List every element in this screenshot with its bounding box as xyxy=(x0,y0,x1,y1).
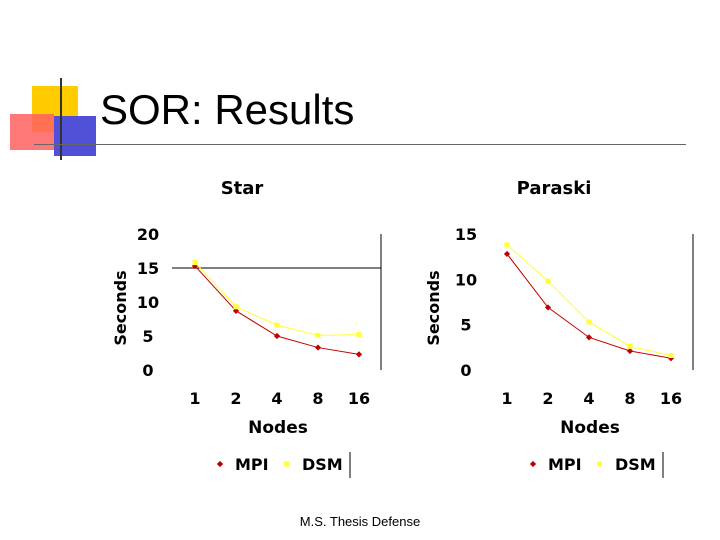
x-tick-label: 1 xyxy=(189,389,200,408)
x-tick-label: 4 xyxy=(583,389,594,408)
y-tick-label: 10 xyxy=(137,293,159,312)
y-tick-label: 5 xyxy=(142,327,153,346)
data-point-dsm xyxy=(192,260,198,266)
x-tick-label: 8 xyxy=(312,389,323,408)
data-point-dsm xyxy=(586,319,592,325)
x-tick-label: 4 xyxy=(271,389,282,408)
data-point-mpi xyxy=(273,332,281,340)
deco-horizontal-line xyxy=(34,144,686,145)
legend-marker-dsm xyxy=(597,461,602,467)
legend-marker-mpi xyxy=(216,460,224,468)
data-point-dsm xyxy=(627,343,633,349)
series-line-mpi xyxy=(506,253,672,359)
y-tick-label: 20 xyxy=(137,225,159,244)
slide-title: SOR: Results xyxy=(100,86,355,133)
y-tick-label: 5 xyxy=(460,316,471,335)
data-point-mpi xyxy=(314,344,322,351)
x-tick-label: 1 xyxy=(501,389,512,408)
series-line-mpi xyxy=(194,265,360,355)
legend-label-dsm: DSM xyxy=(615,455,656,474)
x-axis-label: Nodes xyxy=(248,418,308,438)
deco-vertical-line xyxy=(60,78,62,160)
chart-title: Star xyxy=(221,178,264,199)
y-tick-label: 10 xyxy=(455,270,477,289)
x-tick-label: 8 xyxy=(624,389,635,408)
data-point-mpi xyxy=(355,351,363,358)
slide-footer: M.S. Thesis Defense xyxy=(299,514,421,529)
x-tick-label: 16 xyxy=(348,389,370,408)
x-tick-label: 2 xyxy=(230,389,241,408)
x-tick-label: 16 xyxy=(660,389,682,408)
data-point-dsm xyxy=(233,304,239,310)
chart-paraski: Paraski 0 5 10 15 Seconds 1 2 4 8 16 Nodes MPI DSM xyxy=(424,178,694,478)
data-point-dsm xyxy=(668,352,674,358)
y-tick-label: 15 xyxy=(137,259,159,278)
data-point-dsm xyxy=(315,332,321,338)
data-point-mpi xyxy=(626,347,634,355)
x-tick-label: 2 xyxy=(542,389,553,408)
legend-marker-dsm xyxy=(284,461,289,467)
chart-star: Star 0 5 10 15 20 Seconds 1 2 4 8 16 Nodes MPI DSM xyxy=(111,178,382,478)
data-point-mpi xyxy=(585,334,593,341)
y-tick-label: 0 xyxy=(460,361,471,380)
y-tick-label: 15 xyxy=(455,225,477,244)
data-point-dsm xyxy=(356,332,362,338)
legend-label-mpi: MPI xyxy=(548,455,582,474)
x-axis-label: Nodes xyxy=(560,418,620,438)
data-point-dsm xyxy=(274,322,280,328)
data-point-dsm xyxy=(504,242,510,248)
y-axis-label: Seconds xyxy=(424,270,443,345)
y-axis-label: Seconds xyxy=(111,270,130,345)
chart-title: Paraski xyxy=(517,178,592,199)
legend-marker-mpi xyxy=(529,460,537,468)
data-point-dsm xyxy=(545,278,551,284)
legend-label-mpi: MPI xyxy=(235,455,269,474)
legend-label-dsm: DSM xyxy=(302,455,343,474)
y-tick-label: 0 xyxy=(142,361,153,380)
